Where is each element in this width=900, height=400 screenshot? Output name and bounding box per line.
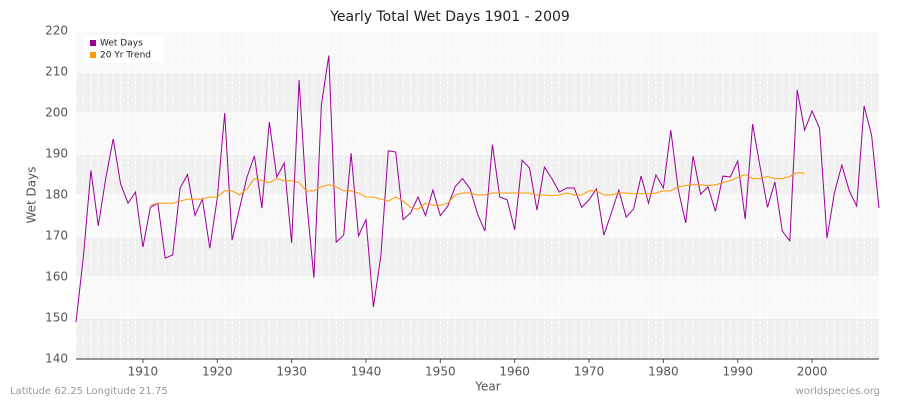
- legend-label: Wet Days: [100, 39, 143, 49]
- x-tick-label: 1920: [202, 365, 233, 379]
- x-axis-label: Year: [474, 380, 500, 394]
- x-tick-label: 1960: [499, 365, 530, 379]
- x-tick-label: 1950: [425, 365, 456, 379]
- y-tick-label: 190: [45, 147, 68, 161]
- series-line: [75, 55, 880, 323]
- x-tick-label: 1970: [574, 365, 605, 379]
- legend-swatch: [90, 52, 96, 58]
- series-line: [150, 171, 805, 210]
- x-tick-label: 1980: [648, 365, 679, 379]
- chart-title: Yearly Total Wet Days 1901 - 2009: [329, 9, 570, 25]
- y-tick-label: 180: [45, 188, 68, 202]
- legend-label: 20 Yr Trend: [100, 51, 151, 61]
- y-tick-label: 170: [45, 229, 68, 243]
- y-tick-label: 160: [45, 270, 68, 284]
- x-tick-label: 1990: [722, 365, 753, 379]
- y-axis-label: Wet Days: [25, 166, 39, 223]
- legend-swatch: [90, 40, 96, 46]
- legend-box: [84, 35, 164, 63]
- y-tick-label: 210: [45, 65, 68, 79]
- x-tick-label: 1940: [351, 365, 382, 379]
- x-tick-label: 1910: [128, 365, 159, 379]
- y-tick-label: 220: [45, 24, 68, 38]
- y-tick-label: 150: [45, 311, 68, 325]
- footer-right: worldspecies.org: [796, 386, 880, 397]
- y-tick-label: 200: [45, 106, 68, 120]
- footer-left: Latitude 62.25 Longitude 21.75: [10, 386, 168, 397]
- y-tick-label: 140: [45, 352, 68, 366]
- x-tick-label: 1930: [276, 365, 307, 379]
- x-tick-label: 2000: [797, 365, 828, 379]
- legend: Wet Days 20 Yr Trend: [84, 35, 164, 63]
